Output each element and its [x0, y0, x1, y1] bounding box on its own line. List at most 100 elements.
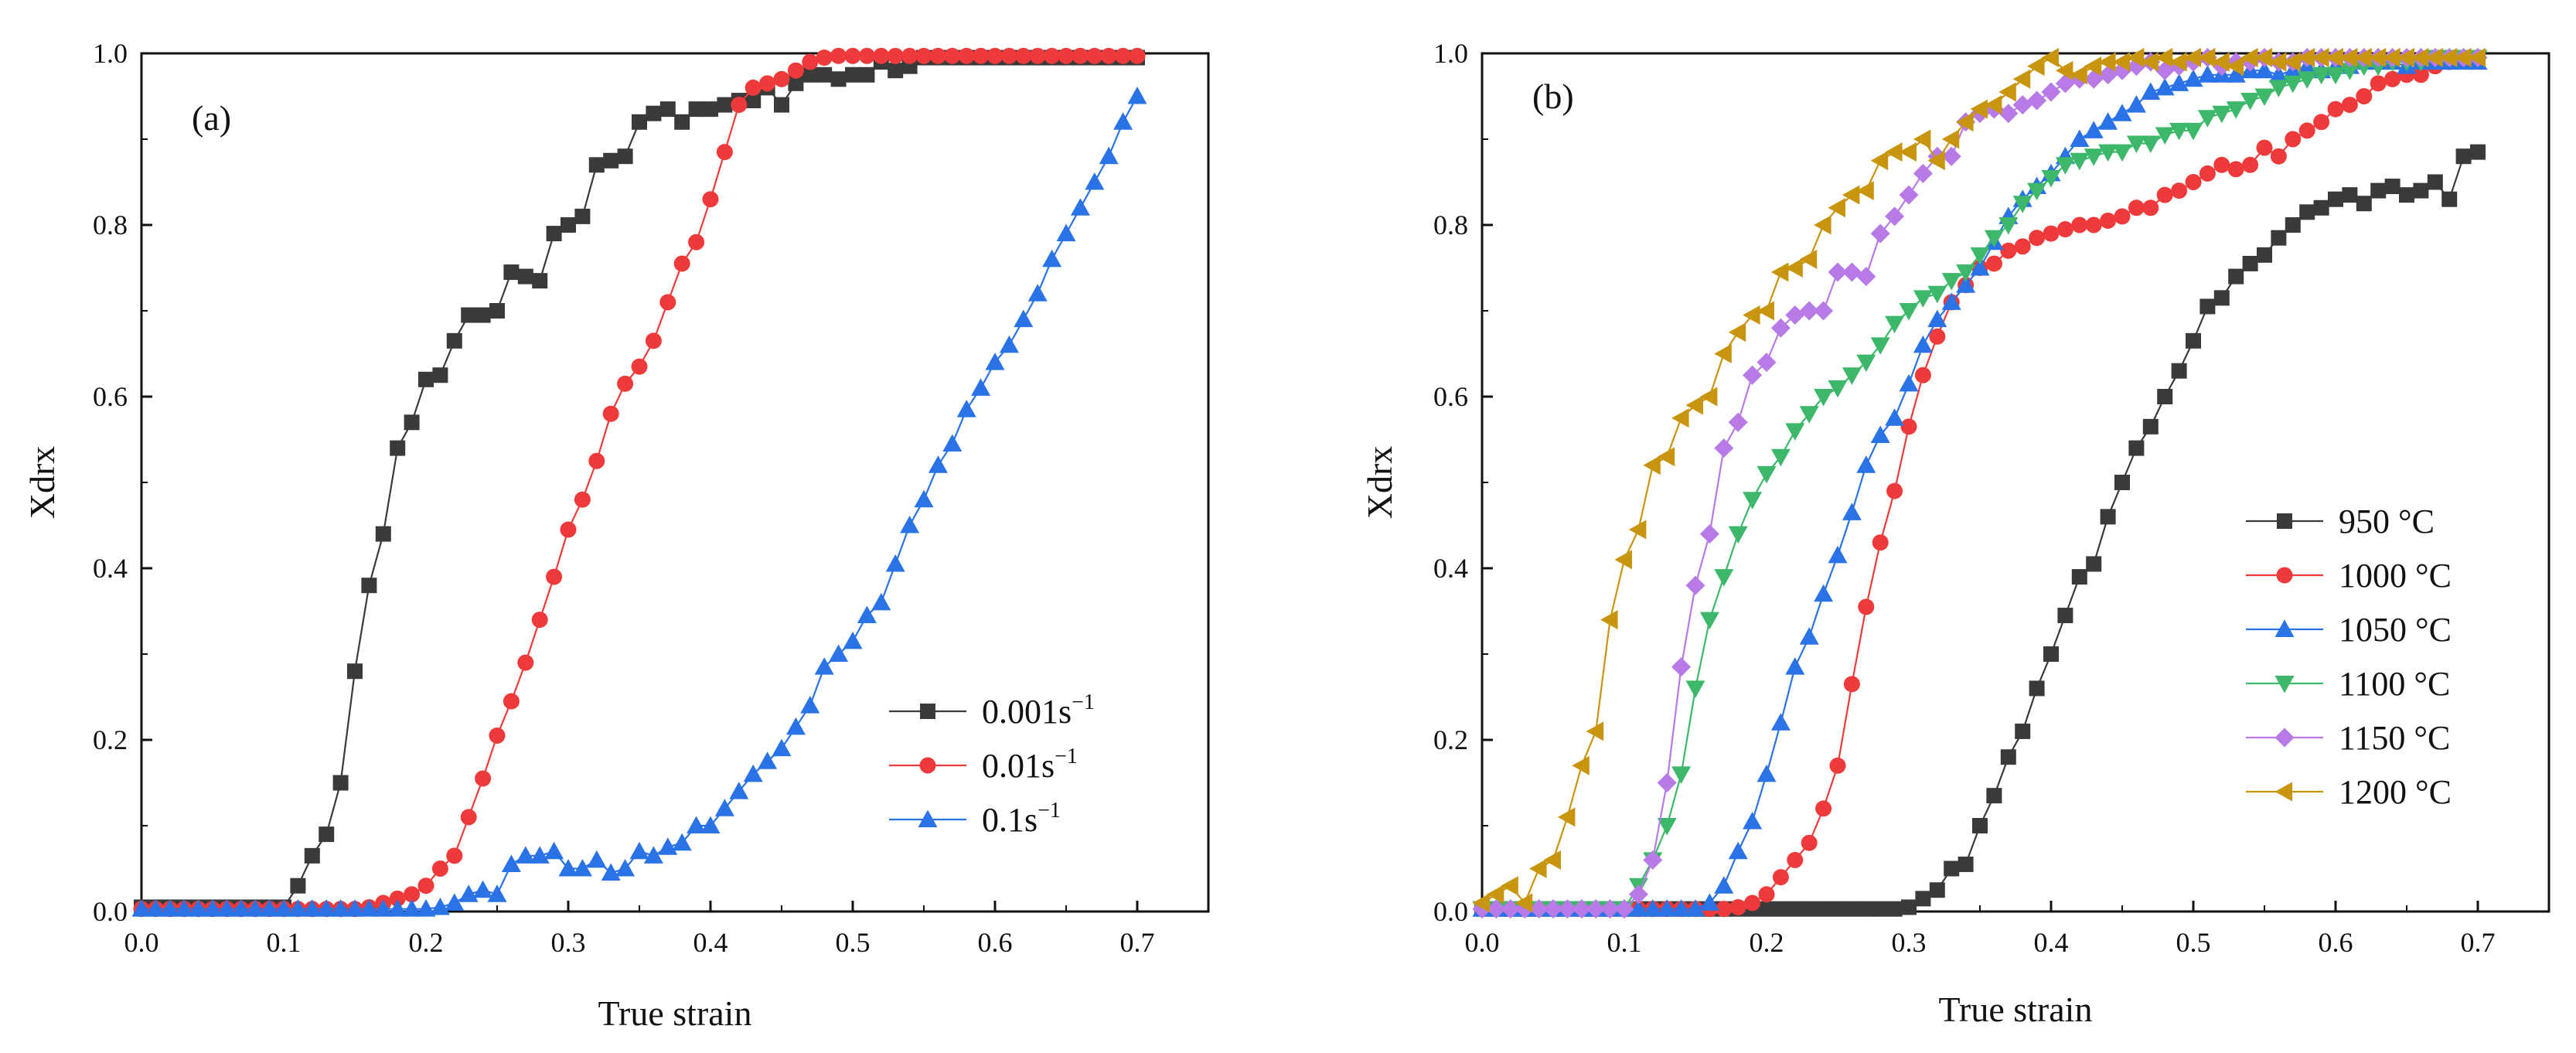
- data-point: [2384, 70, 2401, 87]
- legend: 950 °C 1000 °C 1050 °C 1100 °C 1150 °C 1200 °…: [2246, 503, 2452, 811]
- data-point: [1744, 895, 1761, 912]
- data-point: [1799, 301, 1819, 321]
- data-point: [2413, 182, 2429, 199]
- data-point: [231, 899, 251, 917]
- data-point: [999, 335, 1019, 353]
- data-point: [2041, 48, 2059, 68]
- data-point: [387, 899, 407, 917]
- legend-item: 950 °C: [2246, 503, 2435, 540]
- data-point: [1814, 215, 1831, 235]
- data-point: [2142, 199, 2159, 216]
- data-point: [787, 62, 804, 79]
- data-point: [1772, 869, 1789, 886]
- data-point: [430, 897, 450, 915]
- data-point: [2399, 187, 2414, 203]
- y-tick-label: 1.0: [1433, 38, 1468, 69]
- data-point: [1657, 773, 1677, 792]
- data-point: [1998, 217, 2019, 235]
- data-point: [2057, 608, 2073, 624]
- data-point: [714, 799, 734, 816]
- data-point: [2299, 204, 2315, 220]
- data-point: [1699, 612, 1719, 630]
- data-point: [1757, 764, 1777, 782]
- data-point: [729, 782, 749, 799]
- data-point: [632, 114, 647, 130]
- data-point: [1015, 47, 1032, 64]
- legend-label: 0.01s−1: [982, 745, 1078, 785]
- data-point: [2212, 52, 2230, 72]
- data-point: [503, 693, 520, 710]
- x-tick-label: 0.6: [2319, 927, 2353, 958]
- data-point: [302, 899, 322, 917]
- data-point: [332, 775, 349, 791]
- data-point: [814, 657, 834, 675]
- data-point: [404, 414, 420, 431]
- legend-swatch-marker: [2274, 619, 2295, 637]
- data-point: [1785, 423, 1805, 441]
- data-point: [1543, 850, 1561, 870]
- legend-label: 0.1s−1: [982, 799, 1061, 839]
- x-tick-label: 0.2: [409, 927, 444, 958]
- data-point: [1885, 315, 1905, 334]
- data-point: [703, 101, 718, 118]
- data-point: [659, 101, 676, 118]
- data-point: [2254, 60, 2274, 79]
- data-point: [2313, 114, 2330, 131]
- data-point: [2014, 238, 2031, 255]
- data-point: [1614, 899, 1634, 919]
- data-point: [2114, 208, 2131, 225]
- data-point: [1885, 206, 1905, 227]
- data-point: [2427, 174, 2443, 190]
- data-point: [1628, 520, 1647, 540]
- legend-label: 1000 °C: [2339, 557, 2452, 595]
- data-point: [432, 367, 448, 383]
- plot-series: [131, 47, 1147, 918]
- data-point: [1714, 876, 1734, 894]
- x-tick-label: 0.2: [1750, 927, 1784, 958]
- data-point: [745, 79, 762, 96]
- data-point: [1529, 859, 1547, 878]
- x-tick-label: 0.3: [1892, 927, 1927, 958]
- legend-label-text: 0.01s: [982, 747, 1055, 785]
- data-point: [2169, 73, 2189, 91]
- y-tick-label: 1.0: [93, 38, 128, 69]
- data-point: [2326, 48, 2343, 68]
- data-point: [885, 554, 905, 572]
- data-point: [1628, 899, 1648, 917]
- data-point: [2297, 48, 2315, 68]
- data-point: [2228, 268, 2244, 285]
- data-point: [475, 307, 491, 323]
- data-point: [2155, 77, 2175, 96]
- data-point: [2183, 48, 2201, 68]
- data-point: [1770, 713, 1791, 731]
- data-point: [546, 568, 563, 585]
- data-point: [260, 899, 280, 917]
- data-point: [688, 233, 705, 250]
- data-point: [2254, 48, 2272, 68]
- data-point: [843, 631, 863, 649]
- data-point: [345, 899, 365, 917]
- data-point: [2070, 65, 2087, 85]
- series-2: [131, 87, 1147, 917]
- data-point: [1814, 584, 1834, 602]
- data-point: [2098, 52, 2116, 72]
- data-point: [1842, 185, 1860, 205]
- legend-label-text: 1100 °C: [2339, 665, 2450, 703]
- data-point: [1901, 899, 1917, 915]
- data-point: [1716, 901, 1733, 918]
- data-point: [1856, 267, 1876, 287]
- data-point: [674, 114, 690, 130]
- data-point: [2412, 66, 2429, 83]
- y-tick-label: 0.8: [1433, 210, 1468, 240]
- data-point: [1870, 223, 1890, 244]
- data-point: [928, 455, 948, 473]
- series-line: [1482, 56, 2478, 910]
- data-point: [2313, 199, 2329, 216]
- data-point: [758, 751, 778, 769]
- legend-label-text: 1000 °C: [2339, 557, 2452, 595]
- data-point: [1972, 818, 1988, 833]
- data-point: [2425, 48, 2443, 68]
- data-point: [2169, 52, 2187, 72]
- data-point: [2098, 112, 2118, 130]
- data-point: [2185, 174, 2202, 190]
